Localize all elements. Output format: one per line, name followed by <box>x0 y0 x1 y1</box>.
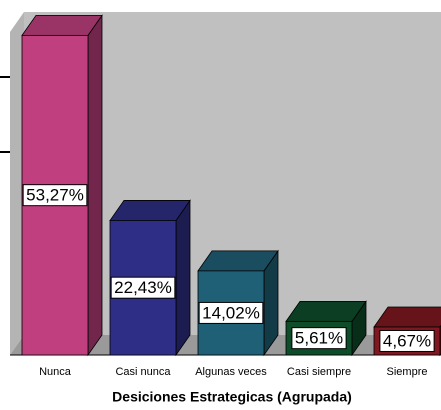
value-label-box <box>291 327 347 350</box>
value-label-box <box>22 184 88 207</box>
value-label-box <box>379 329 435 352</box>
value-label: 53,27% <box>26 186 84 205</box>
value-label-box <box>198 301 264 324</box>
bar-side <box>175 199 191 357</box>
value-label-box <box>110 276 176 299</box>
value-label: 4,67% <box>383 331 431 350</box>
side-wall <box>10 12 24 355</box>
x-tick-label: Casi nunca <box>115 366 171 378</box>
bar-side <box>87 14 103 357</box>
value-label: 22,43% <box>114 278 172 297</box>
x-tick-label: Siempre <box>387 366 428 378</box>
bar-top <box>21 14 103 36</box>
x-tick-label: Casi siempre <box>287 366 351 378</box>
bar-top <box>197 250 279 272</box>
value-label: 5,61% <box>295 329 343 348</box>
x-tick-label: Algunas veces <box>195 366 267 378</box>
bar-top <box>285 300 367 322</box>
x-axis-title: Desiciones Estrategicas (Agrupada) <box>112 389 352 405</box>
x-tick-label: Nunca <box>39 366 72 378</box>
bar-top <box>109 200 191 221</box>
value-label: 14,02% <box>202 303 260 322</box>
